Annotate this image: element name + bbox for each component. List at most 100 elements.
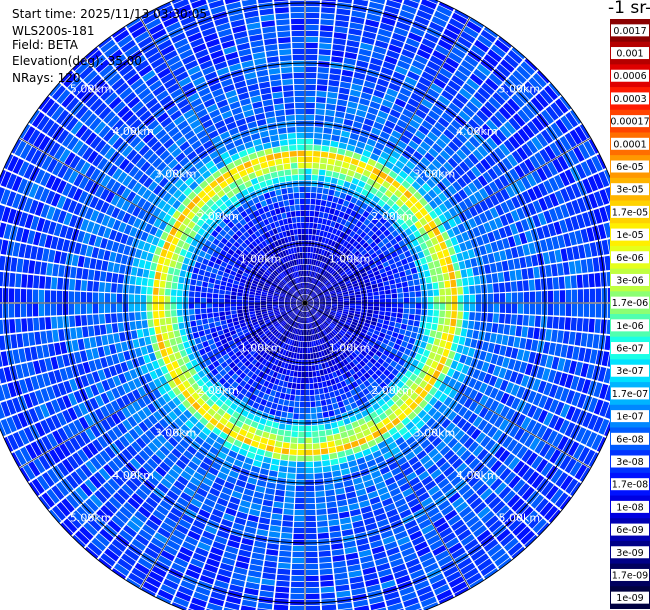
ray-cell: [317, 326, 322, 332]
ray-cell: [402, 313, 409, 319]
ray-cell: [307, 258, 310, 265]
ray-cell: [334, 408, 341, 416]
ray-cell: [512, 522, 527, 536]
ray-cell: [331, 270, 337, 276]
ray-cell: [348, 460, 358, 468]
ray-cell: [539, 502, 554, 517]
ray-cell: [401, 49, 415, 59]
ray-cell: [330, 322, 336, 327]
ray-cell: [335, 257, 341, 264]
ray-cell: [236, 306, 243, 310]
ray-cell: [336, 267, 343, 273]
ray-cell: [524, 534, 538, 548]
ray-cell: [384, 408, 393, 417]
ray-cell: [358, 320, 365, 326]
ray-cell: [312, 271, 315, 278]
ray-cell: [354, 605, 370, 610]
ray-cell: [343, 307, 349, 310]
ray-cell: [348, 503, 360, 511]
ray-cell: [358, 246, 365, 253]
ray-cell: [262, 431, 270, 439]
ray-cell: [177, 316, 184, 323]
ray-cell: [488, 96, 502, 110]
ray-cell: [343, 296, 349, 299]
ray-cell: [318, 544, 331, 551]
ray-cell: [305, 443, 313, 450]
ray-cell: [375, 421, 385, 430]
ray-cell: [365, 578, 380, 587]
ray-cell: [313, 314, 318, 320]
ray-cell: [420, 454, 431, 465]
ray-cell: [423, 328, 431, 336]
ray-cell: [367, 309, 373, 314]
ray-cell: [368, 534, 381, 543]
ray-cell: [508, 517, 523, 532]
ray-cell: [502, 238, 510, 249]
ray-cell: [305, 192, 311, 199]
ray-cell: [429, 21, 445, 33]
ray-cell: [343, 265, 349, 271]
ray-cell: [194, 303, 201, 309]
ray-cell: [320, 157, 328, 164]
ray-cell: [310, 291, 314, 296]
ray-cell: [392, 563, 407, 574]
ray-cell: [367, 230, 375, 237]
ray-cell: [511, 397, 521, 410]
ray-cell: [420, 0, 437, 10]
ray-cell: [335, 203, 343, 211]
ray-cell: [341, 437, 350, 445]
ray-cell: [325, 489, 335, 497]
ray-cell: [305, 36, 319, 43]
ray-cell: [356, 346, 363, 353]
ray-cell: [571, 199, 581, 215]
ray-cell: [385, 345, 393, 352]
ray-cell: [358, 549, 372, 558]
ray-cell: [348, 396, 355, 404]
ray-cell: [270, 464, 279, 472]
ray-cell: [439, 258, 447, 267]
ray-cell: [461, 173, 472, 185]
ray-cell: [492, 500, 506, 514]
ray-cell: [316, 333, 321, 339]
ray-cell: [360, 155, 369, 163]
ray-cell: [248, 300, 255, 303]
ray-cell: [289, 605, 305, 610]
ray-cell: [305, 491, 315, 498]
ray-cell: [345, 228, 352, 235]
ray-cell: [441, 265, 448, 274]
ray-cell: [297, 335, 300, 341]
ray-cell: [284, 375, 290, 382]
ray-cell: [160, 325, 167, 333]
ray-cell: [451, 12, 468, 25]
ray-cell: [95, 336, 103, 347]
ray-cell: [375, 455, 385, 464]
ray-cell: [381, 99, 394, 109]
ray-cell: [274, 592, 289, 599]
ray-cell: [359, 375, 367, 383]
ray-cell: [583, 449, 596, 466]
ray-cell: [266, 482, 276, 489]
ray-cell: [437, 372, 446, 382]
ray-cell: [321, 256, 326, 262]
ray-cell: [50, 303, 57, 316]
ray-cell: [536, 70, 550, 84]
ray-cell: [468, 119, 480, 131]
ray-cell: [310, 291, 315, 297]
ray-cell: [331, 330, 337, 336]
ray-cell: [351, 342, 358, 349]
ray-cell: [110, 303, 117, 313]
ray-cell: [444, 280, 451, 288]
ray-cell: [373, 299, 380, 303]
ray-cell: [365, 205, 374, 213]
ray-cell: [393, 569, 409, 579]
ray-cell: [403, 43, 418, 54]
ray-cell: [301, 323, 303, 330]
ray-cell: [438, 95, 451, 106]
ray-cell: [372, 450, 382, 459]
ray-cell: [223, 513, 235, 522]
ray-cell: [346, 144, 356, 152]
ray-cell: [337, 322, 344, 327]
ray-cell: [305, 72, 317, 79]
ray-cell: [299, 311, 302, 317]
ray-cell: [507, 50, 523, 64]
